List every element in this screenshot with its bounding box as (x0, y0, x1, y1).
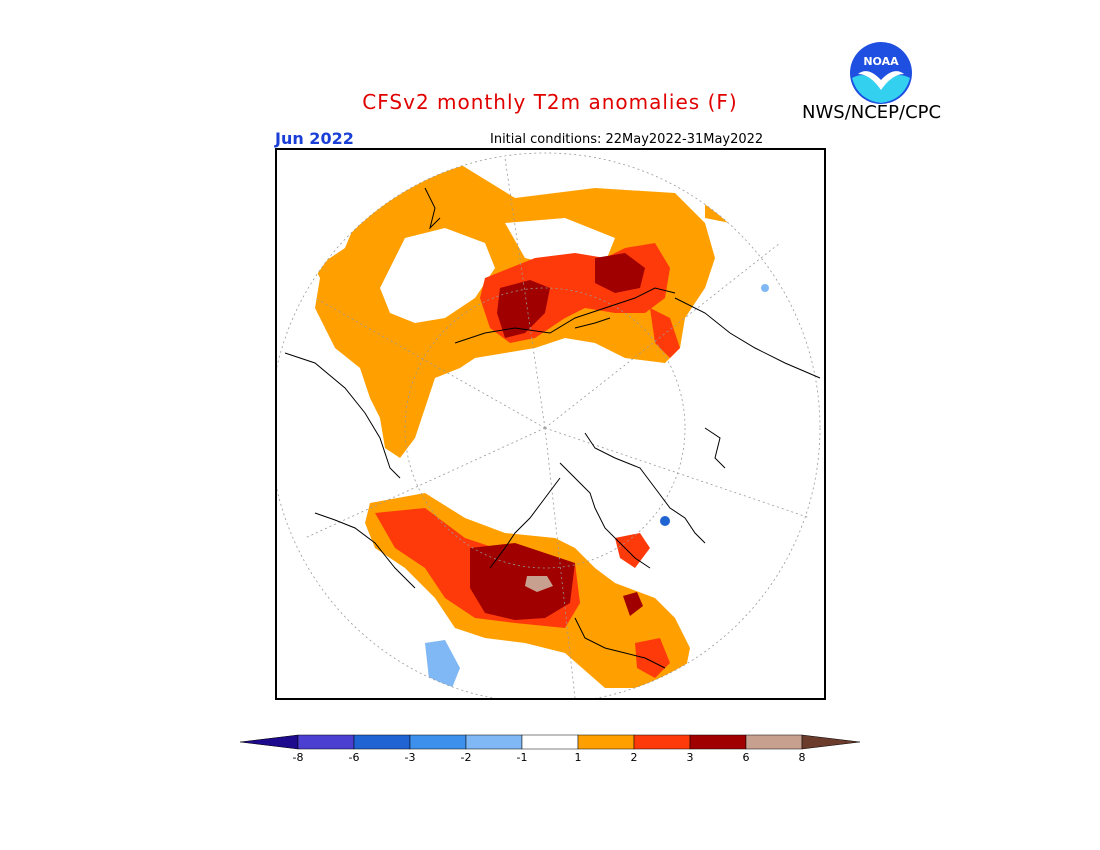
anomaly-region-east-siberia-3to6 (595, 253, 645, 293)
anomaly-region-labrador-3to6 (623, 592, 643, 616)
colorbar-bin (521, 734, 579, 750)
colorbar-tick-label: 2 (631, 751, 638, 764)
colorbar-bin (409, 734, 467, 750)
anomaly-region-siberia-3to6 (497, 280, 550, 338)
colorbar-bin (633, 734, 691, 750)
colorbar-tick-label: -2 (461, 751, 472, 764)
anomaly-region-europe-minus1to2 (761, 284, 769, 292)
colorbar-tick-label: -1 (517, 751, 528, 764)
colorbar-bin (297, 734, 355, 750)
colorbar-tick-label: 8 (799, 751, 806, 764)
anomaly-region-east-us-2to3 (635, 638, 670, 678)
colorbar-bin (353, 734, 411, 750)
colorbar-tick-label: -6 (349, 751, 360, 764)
anomaly-region-canada-3to6 (470, 543, 575, 620)
credit-label: NWS/NCEP/CPC (802, 102, 942, 123)
colorbar: -8 -6 -3 -2 -1 1 2 3 6 8 (239, 734, 861, 764)
map-title: CFSv2 monthly T2m anomalies (F) (362, 90, 738, 114)
colorbar-tick-label: -3 (405, 751, 416, 764)
map-frame (275, 148, 826, 700)
colorbar-bin (745, 734, 803, 750)
colorbar-tick-label: 3 (687, 751, 694, 764)
colorbar-bin (577, 734, 635, 750)
anomaly-region-north-atlantic-minus3to6 (660, 516, 670, 526)
coastlines (284, 187, 821, 669)
colorbar-bin (465, 734, 523, 750)
colorbar-tick-label: 6 (743, 751, 750, 764)
anomaly-region-europe-2to3 (650, 308, 680, 358)
colorbar-tick-label: 1 (575, 751, 582, 764)
initial-conditions: Initial conditions: 22May2022-31May2022 (490, 132, 764, 147)
colorbar-tick-label: -8 (293, 751, 304, 764)
colorbar-bin (689, 734, 747, 750)
anomaly-region-canada-6to8 (525, 576, 553, 592)
polar-anomaly-map (275, 148, 826, 700)
colorbar-arrow-low (239, 734, 299, 750)
anomaly-region-arctic-coast-1to2 (315, 248, 370, 298)
forecast-month: Jun 2022 (275, 129, 354, 148)
noaa-logo-icon: NOAA (850, 42, 912, 104)
noaa-logo-text: NOAA (863, 55, 899, 68)
colorbar-arrow-high (801, 734, 861, 750)
neutral-region-scandinavia (380, 228, 495, 323)
anomaly-region-greenland-2to3 (615, 533, 650, 568)
graticule (275, 152, 821, 700)
